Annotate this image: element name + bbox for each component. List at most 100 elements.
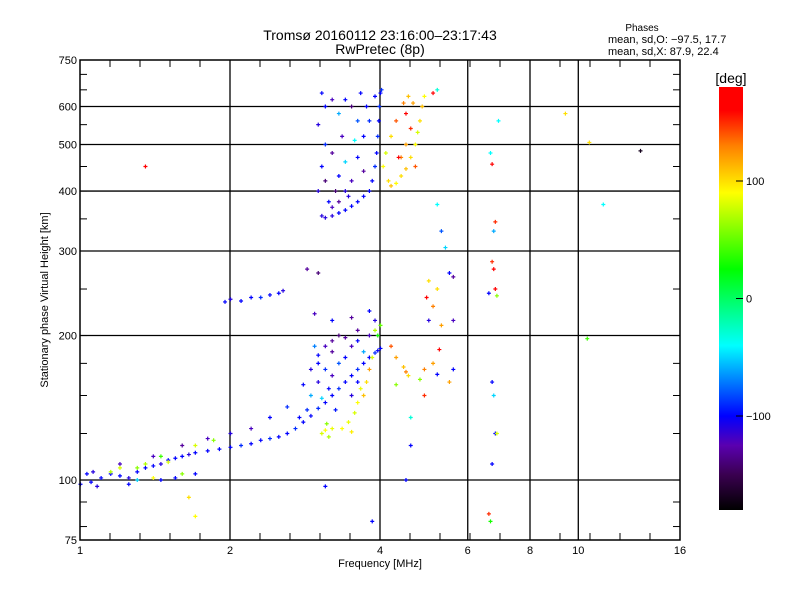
x-axis-label: Frequency [MHz] — [338, 558, 422, 570]
data-point — [343, 380, 348, 385]
data-point — [330, 338, 335, 343]
data-point — [326, 434, 331, 439]
data-point — [493, 287, 498, 292]
data-point — [281, 288, 286, 293]
data-point — [361, 169, 366, 174]
data-point — [126, 482, 131, 487]
x-tick-label: 6 — [465, 545, 471, 557]
data-point — [336, 361, 341, 366]
data-point — [135, 478, 140, 483]
data-point — [186, 452, 191, 457]
data-point — [95, 484, 100, 489]
data-point — [117, 473, 122, 478]
data-point — [349, 315, 354, 320]
data-point — [435, 372, 440, 377]
data-point — [135, 465, 140, 470]
data-point — [488, 151, 493, 156]
data-point — [408, 155, 413, 160]
x-tick-label: 1 — [77, 545, 83, 557]
data-point — [217, 447, 222, 452]
data-point — [343, 97, 348, 102]
data-point — [180, 471, 185, 476]
data-point — [323, 178, 328, 183]
data-point — [180, 454, 185, 459]
data-point — [336, 173, 341, 178]
colorbar-tick-label: 0 — [746, 294, 752, 306]
data-point — [396, 155, 401, 160]
data-point — [330, 373, 335, 378]
data-point — [340, 134, 345, 139]
data-point — [308, 413, 313, 418]
data-point — [364, 380, 369, 385]
data-point — [638, 148, 643, 153]
phases-heading: Phases — [625, 23, 658, 34]
data-point — [394, 118, 399, 123]
data-point — [193, 471, 198, 476]
data-point — [228, 431, 233, 436]
data-point — [333, 189, 338, 194]
data-point — [343, 355, 348, 360]
data-point — [490, 162, 495, 167]
data-point — [490, 259, 495, 264]
data-point — [89, 480, 94, 485]
data-point — [319, 396, 324, 401]
data-point — [399, 173, 404, 178]
data-point — [276, 291, 281, 296]
data-point — [316, 122, 321, 127]
data-point — [486, 291, 491, 296]
data-point — [491, 267, 496, 272]
data-point — [301, 382, 306, 387]
data-point — [186, 495, 191, 500]
phases-x-stats: mean, sd,X: 87.9, 22.4 — [608, 46, 719, 58]
data-point — [373, 328, 378, 333]
data-point — [336, 111, 341, 116]
data-point — [408, 415, 413, 420]
data-point — [490, 380, 495, 385]
data-point — [151, 454, 156, 459]
data-point — [352, 410, 357, 415]
data-point — [324, 421, 329, 426]
data-point — [323, 484, 328, 489]
data-point — [117, 461, 122, 466]
data-point — [435, 87, 440, 92]
data-point — [361, 349, 366, 354]
data-point — [330, 213, 335, 218]
data-point — [361, 134, 366, 139]
data-point — [305, 267, 310, 272]
data-point — [239, 443, 244, 448]
data-point — [330, 349, 335, 354]
data-point — [99, 475, 104, 480]
data-point — [447, 380, 452, 385]
data-point — [135, 469, 140, 474]
y-tick-label: 100 — [59, 475, 77, 487]
data-point — [422, 94, 427, 99]
data-point — [494, 431, 499, 436]
y-tick-label: 600 — [59, 102, 77, 114]
data-point — [333, 407, 338, 412]
data-point — [389, 344, 394, 349]
data-point — [422, 393, 427, 398]
data-point — [352, 138, 357, 143]
data-point — [151, 475, 156, 480]
data-point — [193, 443, 198, 448]
data-point — [367, 367, 372, 372]
data-point — [84, 471, 89, 476]
data-point — [439, 229, 444, 234]
data-point — [330, 97, 335, 102]
data-point — [180, 443, 185, 448]
data-point — [373, 94, 378, 99]
data-point — [587, 140, 592, 145]
data-point — [308, 393, 313, 398]
data-point — [373, 164, 378, 169]
data-point — [316, 406, 321, 411]
data-point — [355, 199, 360, 204]
data-point — [367, 118, 372, 123]
data-point — [355, 155, 360, 160]
data-point — [211, 438, 216, 443]
data-point — [323, 142, 328, 147]
data-point — [336, 199, 341, 204]
data-point — [330, 393, 335, 398]
data-point — [367, 333, 372, 338]
chart-title: Tromsø 20160112 23:16:00–23:17:43 — [263, 27, 497, 43]
data-point — [490, 461, 495, 466]
